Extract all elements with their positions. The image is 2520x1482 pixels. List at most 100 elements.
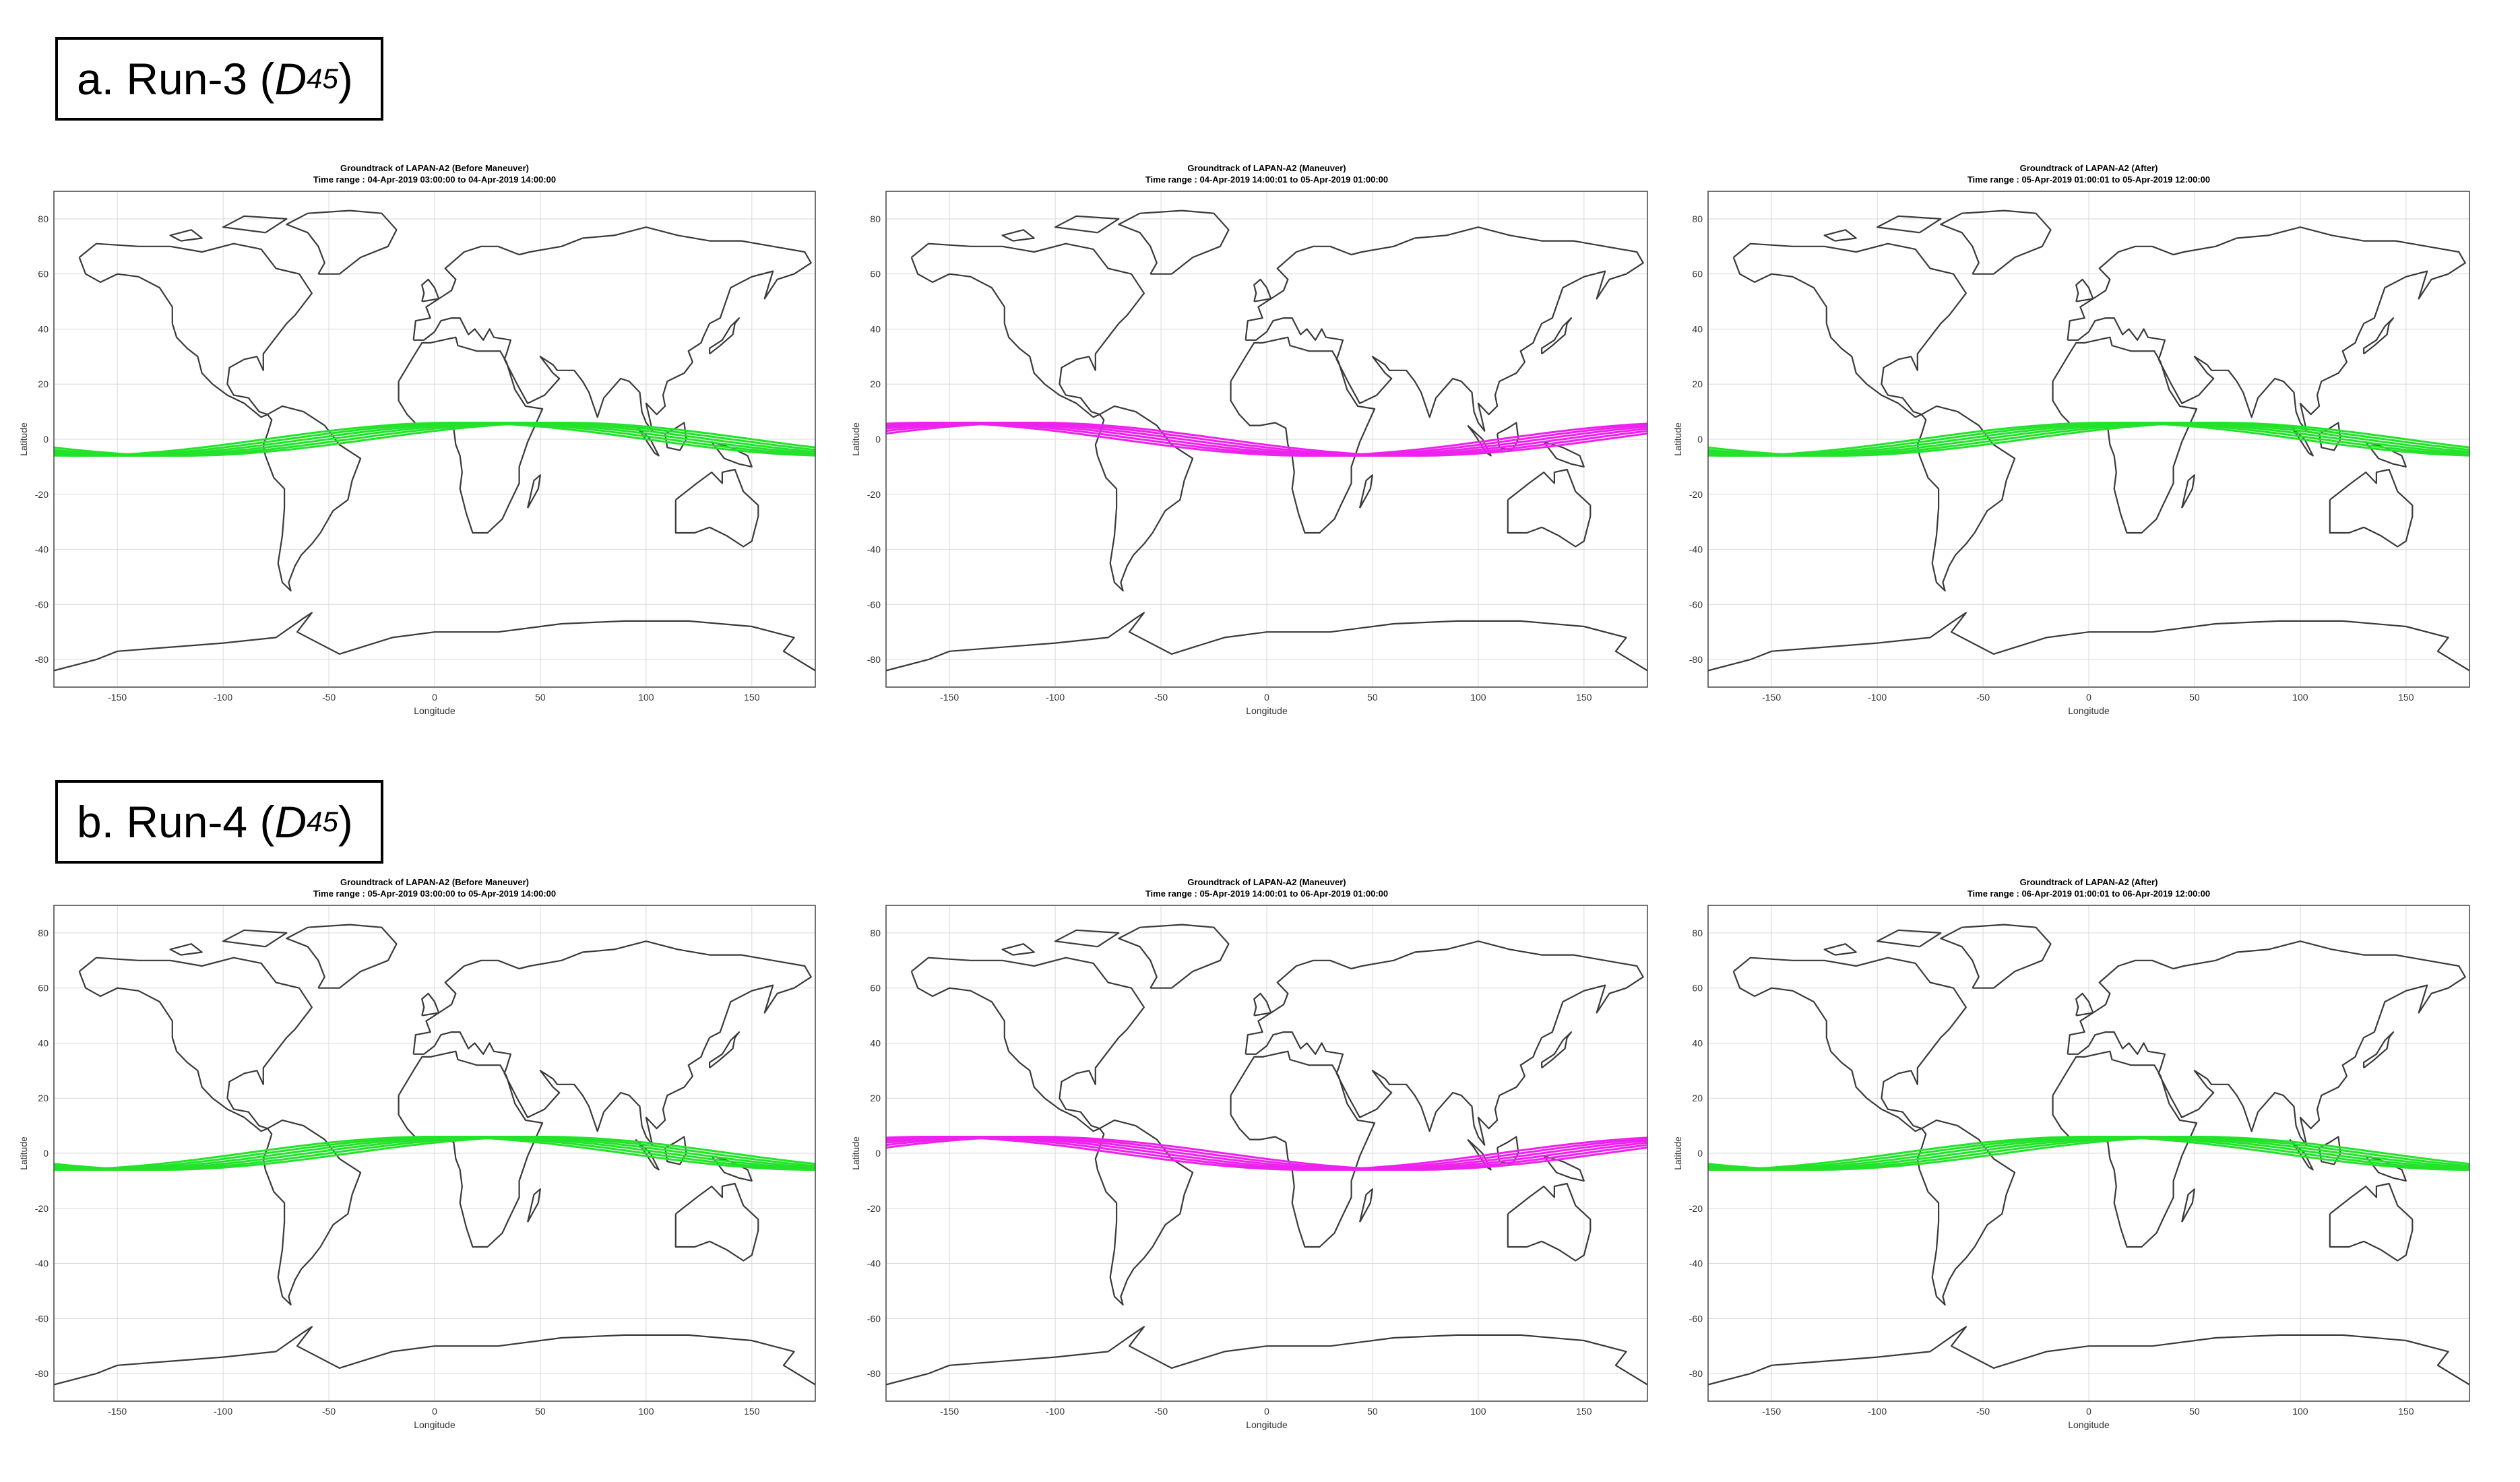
- coastline: [1359, 1188, 1374, 1223]
- y-tick-label: -60: [867, 599, 881, 610]
- coastline: [1707, 612, 2470, 672]
- grid-lines: [54, 905, 815, 1401]
- y-axis-label: Latitude: [1672, 422, 1683, 456]
- y-tick-label: 0: [43, 1148, 49, 1159]
- y-tick-label: 0: [1697, 1148, 1703, 1159]
- coastline: [1253, 278, 1272, 302]
- y-tick-label: 80: [1692, 928, 1703, 938]
- grid-lines: [886, 905, 1647, 1401]
- y-tick-label: -60: [35, 1313, 49, 1324]
- coastline: [2075, 992, 2094, 1017]
- chart-subtitle: Time range : 05-Apr-2019 14:00:01 to 06-…: [1145, 889, 1388, 899]
- groundtrack-pass: [885, 422, 1648, 457]
- y-tick-label: 80: [870, 928, 881, 938]
- x-tick-label: 50: [2189, 1406, 2200, 1417]
- x-tick-label: -50: [322, 692, 336, 703]
- groundtrack-pass: [1707, 1136, 2470, 1171]
- coastline: [2052, 1050, 2198, 1248]
- section-label-subscript: 45: [307, 806, 338, 837]
- x-tick-label: 0: [432, 1406, 437, 1417]
- plot-frame: [53, 905, 816, 1402]
- y-tick-label: 60: [1692, 983, 1703, 994]
- coastline: [1540, 1031, 1573, 1069]
- chart-title: Groundtrack of LAPAN-A2 (After): [2020, 877, 2158, 887]
- y-tick-label: 80: [38, 928, 49, 938]
- plot-frame: [53, 191, 816, 688]
- x-tick-label: 0: [1264, 1406, 1269, 1417]
- x-tick-label: -150: [940, 692, 959, 703]
- x-tick-label: 0: [2086, 692, 2091, 703]
- groundtrack-svg: Groundtrack of LAPAN-A2 (Before Maneuver…: [18, 877, 816, 1430]
- groundtrack-pass: [53, 1136, 816, 1171]
- groundtrack-pass: [1707, 1136, 2470, 1171]
- coastline: [2362, 317, 2395, 355]
- x-tick-label: 50: [535, 1406, 546, 1417]
- groundtrack-pass: [53, 422, 816, 457]
- coastline: [421, 278, 440, 302]
- coastline: [708, 317, 741, 355]
- coastline: [1467, 1138, 1492, 1171]
- groundtrack-chart-run4-before: Groundtrack of LAPAN-A2 (Before Maneuver…: [18, 876, 842, 1435]
- y-axis-label: Latitude: [850, 1136, 861, 1170]
- chart-subtitle: Time range : 06-Apr-2019 01:00:01 to 06-…: [1967, 889, 2210, 899]
- chart-subtitle: Time range : 04-Apr-2019 03:00:00 to 04-…: [313, 174, 556, 185]
- y-tick-label: 20: [1692, 379, 1703, 389]
- section-label-symbol: D: [274, 797, 307, 847]
- x-tick-label: -100: [214, 692, 232, 703]
- x-tick-label: -150: [1762, 692, 1781, 703]
- x-tick-label: 50: [1367, 1406, 1378, 1417]
- coastline: [169, 943, 203, 956]
- y-tick-label: -60: [867, 1313, 881, 1324]
- grid-lines: [886, 191, 1647, 687]
- coastline: [1916, 1119, 2016, 1306]
- y-tick-label: -40: [35, 1258, 49, 1269]
- section-label-run4: b. Run-4 (D 45): [55, 780, 383, 864]
- y-tick-label: 80: [1692, 214, 1703, 224]
- y-tick-label: 20: [870, 379, 881, 389]
- coastline: [1359, 474, 1374, 509]
- coastline: [1823, 943, 1857, 956]
- groundtrack-pass: [885, 1136, 1648, 1171]
- coastline: [262, 405, 362, 592]
- coastline: [708, 1031, 741, 1069]
- coastline: [1877, 215, 1942, 234]
- coastline: [286, 924, 398, 989]
- groundtrack-series: [1707, 1136, 2470, 1171]
- coastline: [674, 1182, 759, 1262]
- chart-subtitle: Time range : 05-Apr-2019 03:00:00 to 05-…: [313, 889, 556, 899]
- coastline: [2075, 278, 2094, 302]
- y-tick-label: -20: [867, 1203, 881, 1214]
- grid-lines: [1708, 191, 2469, 687]
- chart-subtitle: Time range : 05-Apr-2019 01:00:01 to 05-…: [1967, 174, 2210, 185]
- coastline: [1732, 957, 1967, 1132]
- groundtrack-chart-run3-before: Groundtrack of LAPAN-A2 (Before Maneuver…: [18, 162, 842, 721]
- x-tick-label: -150: [1762, 1406, 1781, 1417]
- coastline: [1001, 943, 1035, 956]
- groundtrack-svg: Groundtrack of LAPAN-A2 (After) Time rang…: [1672, 877, 2470, 1430]
- y-tick-label: 0: [1697, 434, 1703, 445]
- coastline: [53, 612, 816, 672]
- y-tick-label: 40: [870, 1037, 881, 1048]
- coastline: [2067, 226, 2466, 432]
- chart-title: Groundtrack of LAPAN-A2 (Before Maneuver…: [340, 877, 529, 887]
- groundtrack-pass: [1707, 422, 2470, 457]
- x-axis-label: Longitude: [414, 705, 455, 716]
- y-tick-label: -40: [35, 544, 49, 555]
- coastline: [674, 468, 759, 548]
- coastline: [527, 1188, 542, 1223]
- coastline: [286, 210, 398, 275]
- groundtrack-series: [53, 1136, 816, 1171]
- groundtrack-pass: [53, 422, 816, 457]
- groundtrack-svg: Groundtrack of LAPAN-A2 (Maneuver) Time r…: [850, 877, 1648, 1430]
- coastline: [2329, 1182, 2414, 1262]
- y-axis-label: Latitude: [18, 422, 29, 456]
- coastline: [885, 1326, 1648, 1386]
- x-tick-label: -50: [1976, 692, 1990, 703]
- y-tick-label: -20: [35, 1203, 49, 1214]
- y-tick-label: 40: [1692, 323, 1703, 334]
- groundtrack-pass: [1707, 1136, 2470, 1171]
- y-tick-label: 60: [1692, 269, 1703, 280]
- x-tick-label: -150: [108, 1406, 127, 1417]
- groundtrack-pass: [53, 1136, 816, 1171]
- y-tick-label: 60: [38, 983, 49, 994]
